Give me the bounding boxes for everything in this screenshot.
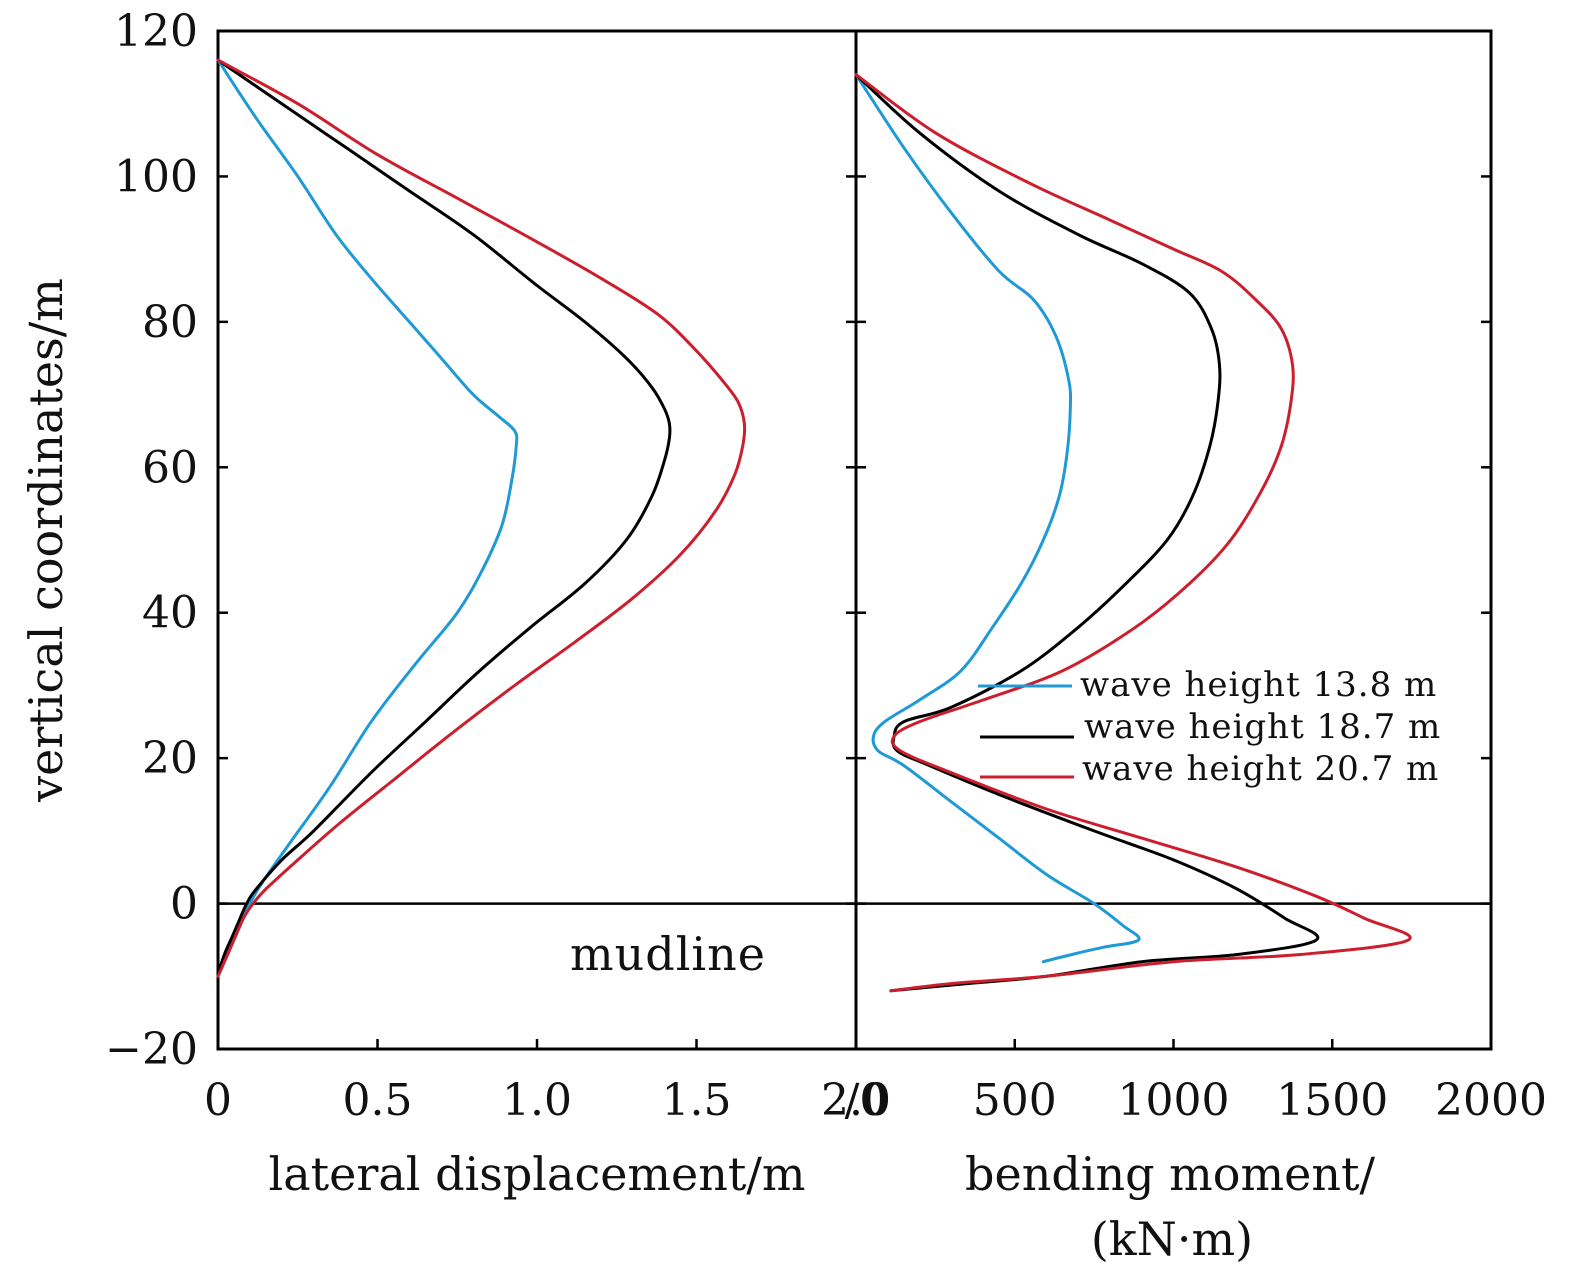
legend-item: wave height 20.7 m (980, 749, 1439, 789)
legend: wave height 13.8 m wave height 18.7 m wa… (978, 665, 1441, 789)
left-series-line-1 (216, 58, 672, 978)
right-tick-marks (854, 29, 1493, 1051)
y-tick-label: 120 (114, 6, 198, 57)
y-tick-labels: −20 0 20 40 60 80 100 120 (105, 6, 198, 1075)
right-plot-frame (854, 29, 1493, 1051)
left-tick-marks (216, 29, 858, 1051)
x-tick-label: 1.5 (662, 1075, 732, 1126)
right-panel: /0 500 1000 1500 2000 bending moment/ (kN·m) (845, 29, 1547, 1266)
y-tick-label: 60 (142, 442, 198, 493)
y-tick-label: 100 (114, 151, 198, 202)
x-tick-label: 500 (973, 1075, 1057, 1126)
right-series-line-1 (854, 73, 1320, 993)
x-tick-label: 2.0 (821, 1075, 891, 1126)
x-tick-label: 0.5 (343, 1075, 413, 1126)
left-x-axis-label: lateral displacement/m (269, 1147, 806, 1201)
x-tick-label: 0 (204, 1075, 232, 1126)
x-tick-label: 1.0 (502, 1075, 572, 1126)
left-plot-frame (216, 29, 858, 1051)
right-x-axis-label-line2: (kN·m) (1091, 1212, 1253, 1266)
mudline-annotation: mudline (570, 927, 766, 981)
left-series-line-2 (216, 58, 747, 978)
x-tick-label: 1000 (1118, 1075, 1230, 1126)
x-tick-label: /0 (845, 1075, 888, 1126)
x-tick-label: 1500 (1276, 1075, 1388, 1126)
right-series-group (854, 73, 1412, 993)
right-x-axis-label-line1: bending moment/ (965, 1147, 1375, 1201)
legend-label: wave height 18.7 m (1084, 707, 1441, 747)
y-tick-label: 80 (142, 297, 198, 348)
y-tick-label: 0 (170, 879, 198, 930)
y-tick-label: 20 (142, 733, 198, 784)
legend-label: wave height 20.7 m (1082, 749, 1439, 789)
legend-item: wave height 13.8 m (978, 665, 1437, 705)
right-series-line-2 (854, 73, 1412, 993)
y-tick-label: −20 (105, 1024, 198, 1075)
left-x-tick-labels: 0 0.5 1.0 1.5 2.0 (204, 1075, 891, 1126)
x-tick-label: 2000 (1435, 1075, 1547, 1126)
left-series-line-0 (216, 58, 519, 978)
legend-item: wave height 18.7 m (980, 707, 1441, 747)
right-x-tick-labels: /0 500 1000 1500 2000 (845, 1075, 1547, 1126)
y-axis-label: vertical coordinates/m (19, 278, 73, 803)
y-tick-label: 40 (142, 588, 198, 639)
left-series-group (216, 58, 747, 978)
legend-label: wave height 13.8 m (1080, 665, 1437, 705)
right-series-line-0 (854, 73, 1141, 964)
